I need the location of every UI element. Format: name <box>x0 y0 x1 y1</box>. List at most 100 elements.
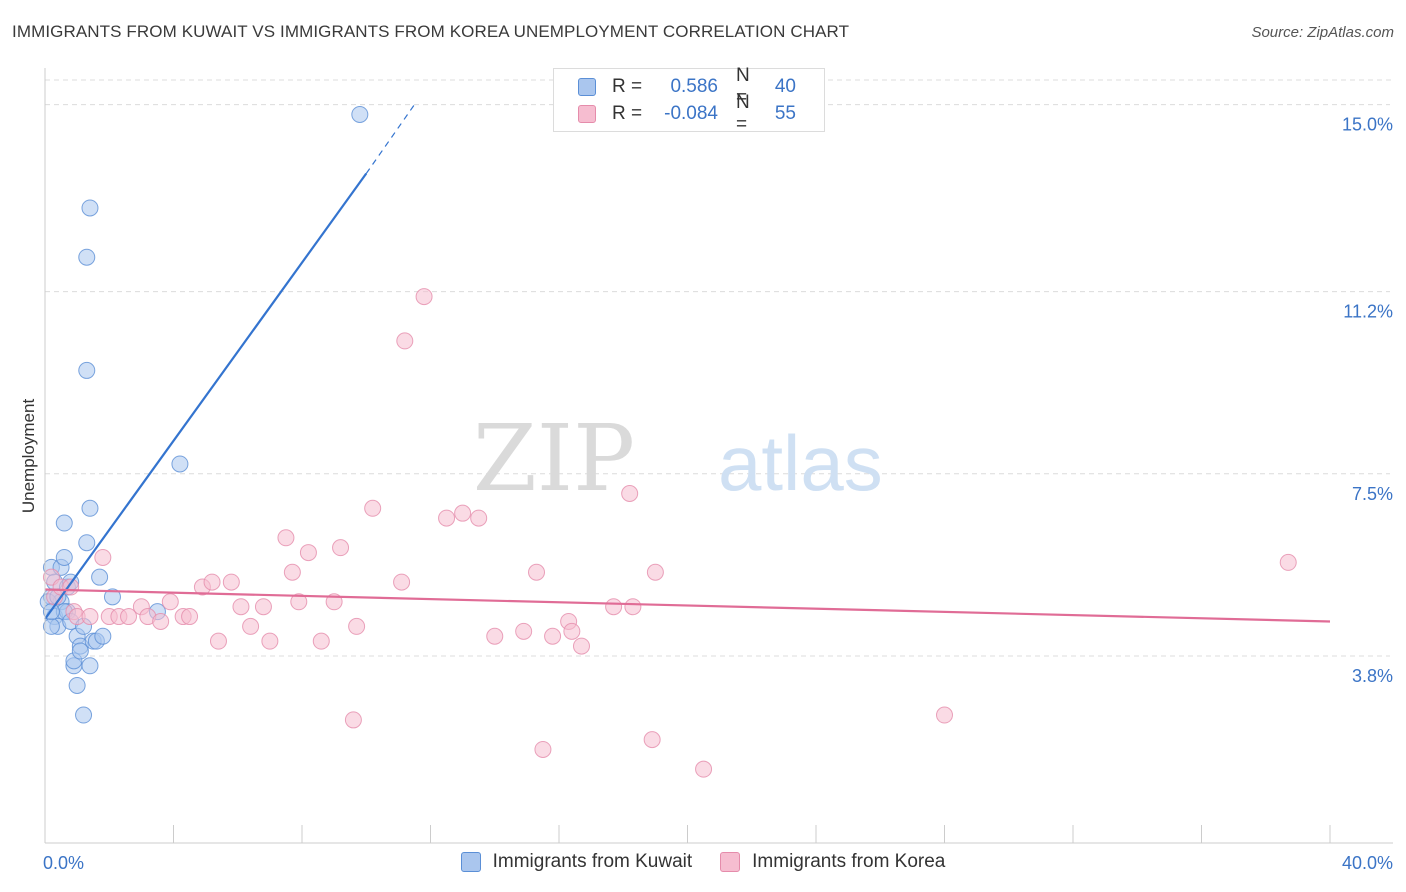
korea-point <box>209 632 227 650</box>
korea-point <box>94 548 112 566</box>
legend-swatch-korea <box>578 105 596 123</box>
kuwait-point <box>91 568 109 586</box>
korea-point <box>396 332 414 350</box>
kuwait-point <box>75 706 93 724</box>
korea-point <box>454 504 472 522</box>
series-legend: Immigrants from Kuwait Immigrants from K… <box>0 851 1406 873</box>
korea-point <box>81 608 99 626</box>
kuwait-points <box>39 105 369 724</box>
source-label: Source: ZipAtlas.com <box>1251 24 1394 41</box>
y-tick-label: 7.5% <box>1352 484 1393 504</box>
x-tick-label-max: 40.0% <box>1342 853 1393 873</box>
axis-layer: 3.8% 7.5% 11.2% 15.0% 0.0% 40.0% <box>43 68 1393 873</box>
korea-trend-line <box>44 588 1331 623</box>
korea-point <box>161 593 179 611</box>
y-axis-label: Unemployment <box>19 399 38 514</box>
korea-point <box>254 598 272 616</box>
kuwait-point <box>103 588 121 606</box>
chart-title: IMMIGRANTS FROM KUWAIT VS IMMIGRANTS FRO… <box>12 22 850 41</box>
legend-r-value-korea: -0.084 <box>664 103 718 124</box>
kuwait-point <box>171 455 189 473</box>
korea-point <box>222 573 240 591</box>
legend-r-value-kuwait: 0.586 <box>670 76 718 97</box>
korea-point <box>438 509 456 527</box>
korea-point <box>348 617 366 635</box>
korea-point <box>364 499 382 517</box>
korea-point <box>232 598 250 616</box>
korea-point <box>486 627 504 645</box>
series-swatch-korea <box>720 852 741 872</box>
kuwait-point <box>78 248 96 266</box>
x-tick-label-min: 0.0% <box>43 853 84 873</box>
series-legend-kuwait[interactable]: Immigrants from Kuwait <box>460 851 693 873</box>
kuwait-point <box>68 676 86 694</box>
korea-point <box>544 627 562 645</box>
korea-point <box>181 608 199 626</box>
series-label-korea: Immigrants from Korea <box>752 851 946 872</box>
legend-swatch-kuwait <box>578 78 596 96</box>
korea-point <box>695 760 713 778</box>
korea-point <box>605 598 623 616</box>
kuwait-point <box>78 534 96 552</box>
korea-point <box>312 632 330 650</box>
legend-r-label: R = <box>612 103 643 124</box>
series-label-kuwait: Immigrants from Kuwait <box>492 851 693 872</box>
korea-point <box>261 632 279 650</box>
legend-r-label: R = <box>612 76 643 97</box>
legend-n-label: N = <box>736 65 750 108</box>
korea-point <box>1279 553 1297 571</box>
korea-point <box>152 612 170 630</box>
korea-point <box>534 740 552 758</box>
legend-row-korea: R = -0.084 N = 55 <box>578 92 796 135</box>
series-legend-korea[interactable]: Immigrants from Korea <box>720 851 945 873</box>
correlation-legend: R = 0.586 N = 40 R = -0.084 N = 55 <box>553 65 825 135</box>
korea-point <box>242 617 260 635</box>
kuwait-trend-line <box>44 172 368 620</box>
legend-n-value-kuwait: 40 <box>774 76 796 97</box>
korea-point <box>393 573 411 591</box>
korea-point <box>277 529 295 547</box>
watermark-zip: ZIP <box>473 405 635 512</box>
trend-lines <box>44 104 1331 623</box>
series-swatch-kuwait <box>460 852 481 872</box>
kuwait-point <box>55 514 73 532</box>
korea-point <box>515 622 533 640</box>
kuwait-point <box>351 105 369 123</box>
korea-point <box>624 598 642 616</box>
kuwait-trend-extension <box>365 104 415 174</box>
korea-point <box>415 288 433 306</box>
kuwait-point <box>71 642 89 660</box>
y-tick-label: 15.0% <box>1342 115 1393 135</box>
watermark-atlas: atlas <box>718 419 883 507</box>
korea-point <box>643 731 661 749</box>
kuwait-point <box>78 361 96 379</box>
grid-layer <box>45 79 1393 657</box>
korea-point <box>646 563 664 581</box>
korea-point <box>470 509 488 527</box>
kuwait-point <box>81 499 99 517</box>
legend-row-kuwait: R = 0.586 N = 40 <box>578 65 796 108</box>
kuwait-point <box>81 657 99 675</box>
korea-point <box>621 484 639 502</box>
korea-point <box>563 622 581 640</box>
korea-point <box>572 637 590 655</box>
korea-point <box>528 563 546 581</box>
kuwait-point <box>42 617 60 635</box>
kuwait-point <box>81 199 99 217</box>
legend-n-label: N = <box>736 92 750 135</box>
korea-points <box>42 288 1297 778</box>
korea-point <box>299 544 317 562</box>
kuwait-point <box>94 627 112 645</box>
kuwait-point <box>55 548 73 566</box>
legend-n-value-korea: 55 <box>774 103 796 124</box>
korea-point <box>283 563 301 581</box>
korea-point <box>203 573 221 591</box>
korea-point <box>120 608 138 626</box>
korea-point <box>344 711 362 729</box>
korea-point <box>290 593 308 611</box>
korea-point <box>936 706 953 724</box>
korea-point <box>332 539 350 557</box>
y-tick-label: 3.8% <box>1352 666 1393 686</box>
y-tick-label: 11.2% <box>1343 302 1393 322</box>
